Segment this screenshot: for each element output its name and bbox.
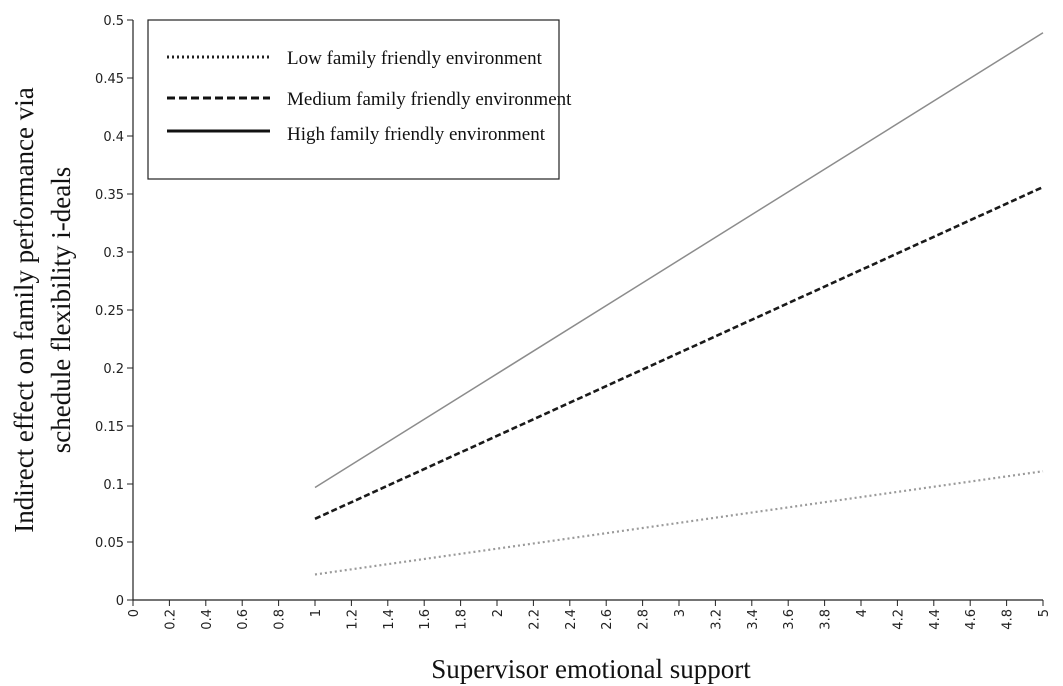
x-tick-label: 3.8 (819, 609, 834, 630)
x-tick-label: 3 (673, 609, 688, 617)
x-tick-label: 2.4 (564, 609, 579, 630)
x-tick-label: 1.4 (382, 609, 397, 630)
y-ticks: 0 0.05 0.1 0.15 0.2 0.25 0.3 0.35 0.4 0.45 0.5 (95, 14, 133, 609)
y-tick-label: 0.3 (103, 246, 124, 261)
x-tick-label: 0.8 (273, 609, 288, 630)
y-tick-label: 0.05 (95, 536, 124, 551)
x-tick-label: 1.2 (345, 609, 360, 630)
y-tick-label: 0.15 (95, 420, 124, 435)
x-tick-label: 3.4 (746, 609, 761, 630)
x-tick-label: 4 (855, 609, 870, 617)
x-tick-label: 3.6 (782, 609, 797, 630)
y-axis-title-line2: schedule flexibility i-deals (46, 167, 76, 453)
series-line-low (314, 470, 1044, 576)
x-tick-label: 3.2 (709, 609, 724, 630)
y-tick-label: 0.5 (103, 14, 124, 29)
series-lines (314, 32, 1044, 576)
x-tick-label: 4.4 (928, 609, 943, 630)
x-tick-label: 0.2 (163, 609, 178, 630)
x-tick-label: 4.6 (964, 609, 979, 630)
x-tick-label: 1 (309, 609, 324, 617)
y-axis-title-line1: Indirect effect on family performance vi… (9, 87, 39, 533)
legend-label-high: High family friendly environment (287, 124, 546, 145)
x-tick-label: 4.8 (1001, 609, 1016, 630)
y-tick-label: 0.1 (103, 478, 124, 493)
x-tick-label: 2.8 (637, 609, 652, 630)
x-tick-label: 5 (1037, 609, 1052, 617)
x-tick-label: 1.6 (418, 609, 433, 630)
legend: Low family friendly environment Medium f… (147, 19, 572, 180)
series-line-high (314, 32, 1044, 489)
series-line-medium (314, 185, 1044, 520)
y-tick-label: 0.2 (103, 362, 124, 377)
x-tick-label: 0.6 (236, 609, 251, 630)
y-tick-label: 0 (116, 594, 124, 609)
legend-label-medium: Medium family friendly environment (287, 89, 572, 110)
x-ticks: 0 0.2 0.4 0.6 0.8 1 1.2 1.4 1.6 1.8 2 2.2 2.4 2.6 2.8 3… (127, 600, 1052, 630)
y-tick-label: 0.4 (103, 130, 124, 145)
x-tick-label: 1.8 (455, 609, 470, 630)
x-tick-label: 4.2 (891, 609, 906, 630)
x-tick-label: 2 (491, 609, 506, 617)
x-tick-label: 0.4 (200, 609, 215, 630)
legend-label-low: Low family friendly environment (287, 48, 543, 69)
y-tick-label: 0.35 (95, 188, 124, 203)
y-tick-label: 0.25 (95, 304, 124, 319)
x-tick-label: 0 (127, 609, 142, 617)
y-tick-label: 0.45 (95, 72, 124, 87)
x-tick-label: 2.2 (527, 609, 542, 630)
x-tick-label: 2.6 (600, 609, 615, 630)
x-axis-title: Supervisor emotional support (431, 654, 751, 684)
